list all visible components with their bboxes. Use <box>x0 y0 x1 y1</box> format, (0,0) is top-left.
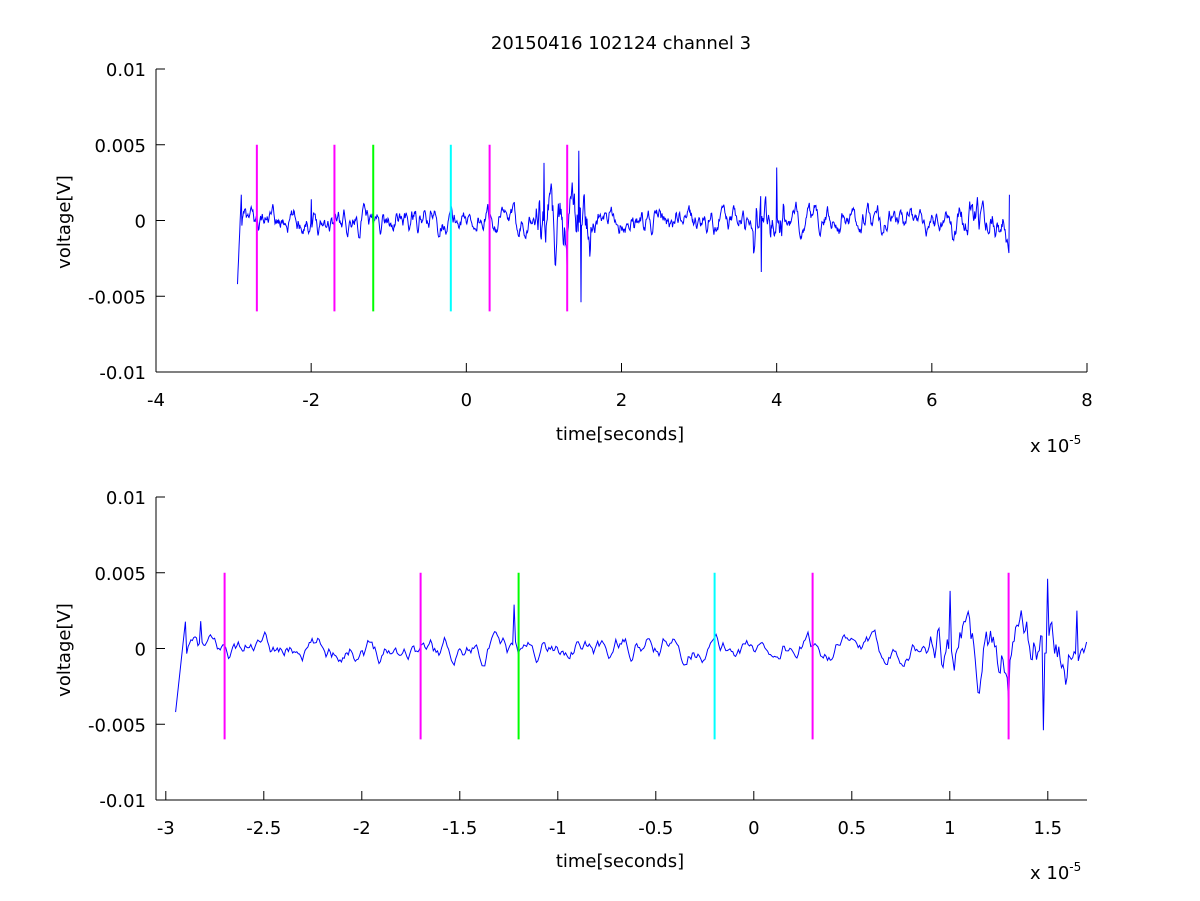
y-axis-label-top: voltage[V] <box>54 175 75 269</box>
ticks-top: -4 -2 0 2 4 6 8 0.01 0.005 0 -0.005 -0.01 <box>88 60 1093 411</box>
x-tick-label-bottom: -2.5 <box>246 818 281 839</box>
signal-trace-top <box>237 150 1010 303</box>
markers-top <box>255 144 569 312</box>
signal-line-bottom <box>175 578 1088 731</box>
x-tick-label-bottom: -3 <box>157 818 175 839</box>
x-tick-label-bottom: 0 <box>748 818 759 839</box>
signal-trace-bottom <box>175 578 1088 731</box>
x-axis-label-top: time[seconds] <box>556 424 684 445</box>
plot-top: -4 -2 0 2 4 6 8 0.01 0.005 0 -0.005 -0.01 time[seco… <box>54 60 1093 457</box>
y-tick-label-bottom: -0.005 <box>88 715 146 736</box>
x-tick-label-top: 6 <box>926 390 937 411</box>
y-tick-label-top: 0.01 <box>106 60 146 81</box>
y-tick-label-top: 0 <box>135 212 146 233</box>
plot-bottom: -3 -2.5 -2 -1.5 -1 -0.5 0 0.5 1 1.5 0.01 0.005 0 -0.0… <box>54 488 1088 884</box>
y-tick-label-bottom: 0.01 <box>106 488 146 509</box>
x-tick-label-bottom: -1.5 <box>442 818 477 839</box>
x-exponent-base-bottom: x 10 <box>1030 863 1069 884</box>
x-tick-label-top: -2 <box>302 390 320 411</box>
markers-bottom <box>223 572 1010 740</box>
x-tick-label-top: 2 <box>616 390 627 411</box>
x-axis-label-bottom: time[seconds] <box>556 851 684 872</box>
figure-title: 20150416 102124 channel 3 <box>491 33 751 54</box>
x-tick-label-bottom: 1.5 <box>1033 818 1062 839</box>
x-exponent-power-top: -5 <box>1069 433 1081 447</box>
signal-line-top <box>237 150 1010 303</box>
y-axis-label-bottom: voltage[V] <box>54 603 75 697</box>
x-tick-label-top: 0 <box>461 390 472 411</box>
x-tick-label-bottom: 1 <box>944 818 955 839</box>
x-tick-label-top: 4 <box>771 390 782 411</box>
x-exponent-power-bottom: -5 <box>1069 860 1081 874</box>
x-tick-label-bottom: -2 <box>353 818 371 839</box>
y-tick-label-bottom: 0 <box>135 640 146 661</box>
y-tick-label-bottom: 0.005 <box>94 564 146 585</box>
x-tick-label-bottom: -0.5 <box>638 818 673 839</box>
y-tick-label-bottom: -0.01 <box>99 791 146 812</box>
x-exponent-top: x 10-5 <box>1030 433 1081 457</box>
ticks-bottom: -3 -2.5 -2 -1.5 -1 -0.5 0 0.5 1 1.5 0.01 0.005 0 -0.0… <box>88 488 1062 839</box>
y-tick-label-top: -0.01 <box>99 363 146 384</box>
x-tick-label-bottom: -1 <box>549 818 567 839</box>
x-exponent-base-top: x 10 <box>1030 436 1069 457</box>
x-exponent-bottom: x 10-5 <box>1030 860 1081 884</box>
y-tick-label-top: -0.005 <box>88 287 146 308</box>
x-tick-label-bottom: 0.5 <box>837 818 866 839</box>
y-tick-label-top: 0.005 <box>94 136 146 157</box>
axes-frame-bottom <box>155 497 1087 801</box>
x-tick-label-top: -4 <box>147 390 165 411</box>
x-tick-label-top: 8 <box>1081 390 1092 411</box>
